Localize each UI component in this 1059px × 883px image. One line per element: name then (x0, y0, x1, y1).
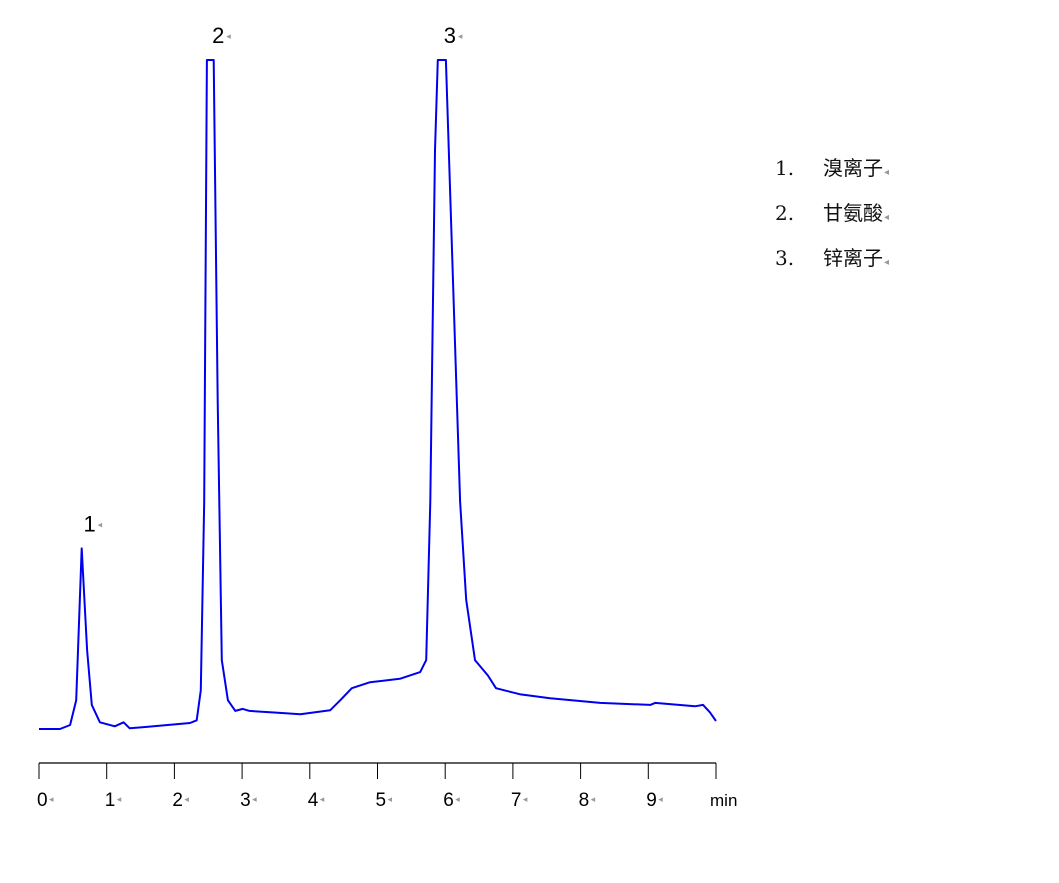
legend-label: 溴离子 (823, 148, 889, 193)
tick-label: 0 (37, 790, 48, 811)
tick-label: 3 (240, 790, 251, 811)
peak-label: 1 (84, 511, 96, 536)
tick-label: 9 (646, 790, 657, 811)
tick-label: 1 (105, 790, 116, 811)
paragraph-mark: ◂ (320, 794, 325, 804)
tick-label: 4 (308, 790, 319, 811)
legend-number: 2. (775, 201, 795, 225)
paragraph-mark: ◂ (184, 794, 189, 804)
legend-entry: 1. 溴离子 (775, 148, 889, 193)
legend: 1. 溴离子 2. 甘氨酸 3. 锌离子 (775, 148, 889, 283)
paragraph-mark: ◂ (523, 794, 528, 804)
legend-entry: 3. 锌离子 (775, 238, 889, 283)
tick-label: 5 (376, 790, 387, 811)
paragraph-mark: ◂ (658, 794, 663, 804)
paragraph-mark: ◂ (117, 794, 122, 804)
tick-label: 7 (511, 790, 522, 811)
paragraph-mark: ◂ (49, 794, 54, 804)
paragraph-mark: ◂ (455, 794, 460, 804)
paragraph-mark: ◂ (458, 31, 463, 41)
legend-number: 1. (775, 156, 795, 180)
legend-number: 3. (775, 246, 795, 270)
paragraph-mark: ◂ (98, 519, 103, 529)
peak-label: 3 (444, 23, 456, 48)
peak-labels: 1 ◂2 ◂ 3 ◂ (84, 23, 463, 536)
legend-label: 锌离子 (823, 238, 889, 283)
paragraph-mark: ◂ (591, 794, 596, 804)
x-axis: 0 ◂ 1 ◂ 2 ◂ 3 ◂ 4 ◂ 5 ◂ 6 ◂ 7 ◂ 8 ◂ 9 ◂ min (37, 762, 737, 811)
tick-label: 6 (443, 790, 454, 811)
paragraph-mark: ◂ (226, 31, 231, 41)
peak-label: 2 (212, 23, 224, 48)
tick-label: 2 (172, 790, 183, 811)
legend-entry: 2. 甘氨酸 (775, 193, 889, 238)
paragraph-mark: ◂ (388, 794, 393, 804)
x-axis-label: min (710, 791, 737, 810)
tick-label: 8 (579, 790, 590, 811)
series-line (39, 59, 717, 730)
legend-label: 甘氨酸 (823, 193, 889, 238)
paragraph-mark: ◂ (252, 794, 257, 804)
